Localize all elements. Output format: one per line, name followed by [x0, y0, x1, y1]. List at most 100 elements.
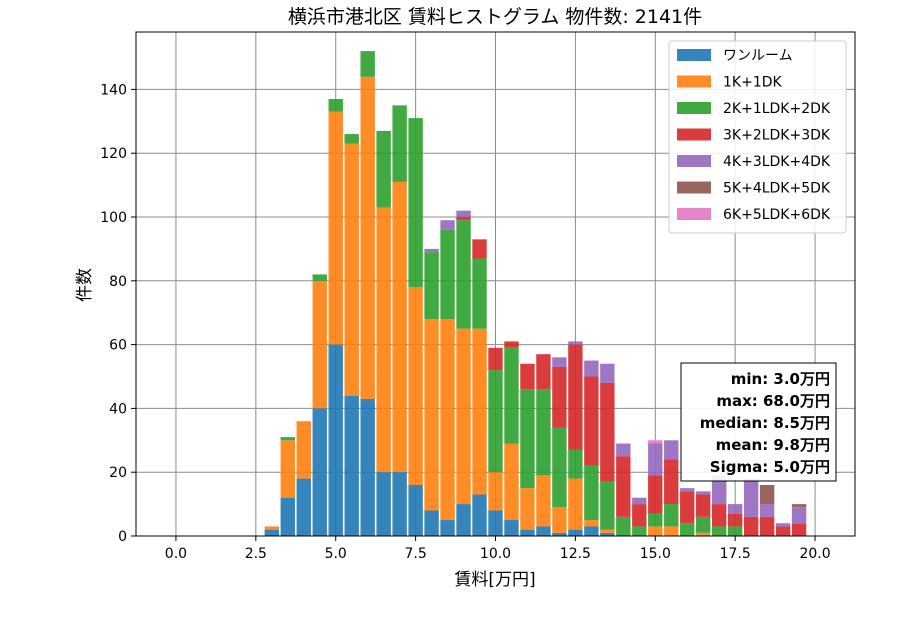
- y-tick-label: 80: [109, 274, 127, 290]
- histogram-bar: [696, 494, 711, 517]
- histogram-bars: [264, 51, 807, 536]
- histogram-bar: [392, 472, 407, 536]
- y-tick-label: 140: [100, 82, 127, 98]
- histogram-bar: [520, 389, 535, 489]
- histogram-bar: [568, 344, 583, 450]
- histogram-bar: [759, 484, 775, 505]
- histogram-bar: [552, 427, 567, 508]
- legend-label: 3K+2LDK+3DK: [723, 128, 831, 144]
- histogram-bar: [743, 478, 759, 517]
- legend-swatch: [677, 155, 711, 167]
- histogram-bar: [648, 440, 663, 444]
- legend-swatch: [677, 49, 711, 61]
- histogram-bar: [584, 526, 599, 536]
- histogram-bar: [632, 526, 647, 536]
- legend-swatch: [677, 181, 711, 194]
- histogram-bar: [472, 494, 487, 536]
- y-axis: 0 20 40 60 80 100 120 140: [100, 82, 136, 545]
- legend-swatch: [677, 75, 711, 88]
- histogram-bar: [584, 360, 599, 377]
- histogram-bar: [616, 516, 631, 536]
- legend-label: 6K+5LDK+6DK: [723, 207, 831, 223]
- histogram-bar: [408, 484, 423, 536]
- histogram-bar: [568, 529, 583, 536]
- histogram-bar: [791, 507, 807, 524]
- histogram-bar: [440, 229, 455, 320]
- histogram-bar: [360, 76, 375, 399]
- histogram-bar: [440, 220, 455, 230]
- histogram-bar: [680, 491, 695, 524]
- y-axis-label: 件数: [75, 268, 95, 302]
- histogram-bar: [408, 118, 423, 288]
- histogram-bar: [536, 389, 551, 476]
- histogram-bar: [328, 98, 343, 112]
- legend: ワンルーム 1K+1DK 2K+1LDK+2DK 3K+2LDK+3DK 4K+3LDK…: [668, 40, 847, 234]
- legend-swatch: [677, 128, 711, 141]
- histogram-bar: [648, 443, 663, 476]
- histogram-bar: [504, 520, 519, 536]
- legend-swatch: [677, 102, 711, 114]
- histogram-bar: [376, 130, 391, 208]
- histogram-bar: [488, 347, 503, 371]
- histogram-bar: [344, 143, 359, 396]
- histogram-bar: [392, 181, 407, 473]
- histogram-bar: [424, 248, 439, 253]
- histogram-bar: [775, 523, 791, 527]
- legend-swatch: [677, 208, 711, 220]
- x-tick-label: 10.0: [480, 546, 511, 562]
- histogram-bar: [472, 239, 487, 259]
- histogram-bar: [472, 328, 487, 495]
- histogram-bar: [280, 437, 295, 441]
- x-tick-label: 17.5: [720, 546, 751, 562]
- histogram-bar: [264, 529, 280, 536]
- histogram-bar: [759, 516, 775, 536]
- stats-box: min: 3.0万円 max: 68.0万円 median: 8.5万円 mean: …: [680, 362, 837, 482]
- stats-line: min: 3.0万円: [731, 370, 830, 388]
- histogram-bar: [791, 504, 807, 508]
- histogram-bar: [600, 481, 615, 530]
- histogram-bar: [632, 497, 647, 505]
- histogram-bar: [664, 526, 679, 536]
- histogram-bar: [360, 51, 375, 77]
- histogram-bar: [424, 319, 439, 511]
- histogram-bar: [504, 341, 519, 348]
- histogram-bar: [264, 526, 280, 530]
- x-tick-label: 15.0: [640, 546, 671, 562]
- histogram-bar: [727, 513, 743, 527]
- histogram-bar: [600, 382, 615, 482]
- histogram-bar: [488, 510, 503, 536]
- stats-line: Sigma: 5.0万円: [710, 458, 830, 476]
- histogram-bar: [296, 421, 311, 479]
- stats-line: max: 68.0万円: [716, 392, 830, 410]
- histogram-bar: [632, 504, 647, 527]
- y-tick-label: 60: [109, 338, 127, 354]
- legend-label: 4K+3LDK+4DK: [723, 154, 831, 170]
- histogram-bar: [584, 520, 599, 527]
- histogram-bar: [711, 504, 727, 527]
- chart-title: 横浜市港北区 賃料ヒストグラム 物件数: 2141件: [288, 6, 702, 28]
- legend-label: 5K+4LDK+5DK: [723, 181, 831, 197]
- x-tick-label: 20.0: [799, 546, 830, 562]
- histogram-bar: [296, 478, 311, 536]
- histogram-bar: [440, 520, 455, 536]
- histogram-bar: [791, 523, 807, 536]
- histogram-bar: [280, 497, 295, 536]
- y-tick-label: 120: [100, 146, 127, 162]
- legend-label: 1K+1DK: [723, 75, 783, 91]
- histogram-bar: [424, 252, 439, 320]
- histogram-bar: [408, 287, 423, 485]
- histogram-bar: [520, 529, 535, 536]
- histogram-bar: [456, 217, 471, 221]
- histogram-bar: [456, 328, 471, 505]
- histogram-bar: [376, 207, 391, 473]
- histogram-bar: [696, 532, 711, 536]
- histogram-bar: [552, 357, 567, 367]
- y-tick-label: 20: [109, 465, 127, 481]
- histogram-bar: [743, 516, 759, 536]
- histogram-bar: [711, 475, 727, 505]
- histogram-bar: [648, 513, 663, 527]
- histogram-bar: [504, 443, 519, 521]
- histogram-bar: [664, 504, 679, 527]
- histogram-bar: [568, 478, 583, 530]
- histogram-bar: [775, 526, 791, 536]
